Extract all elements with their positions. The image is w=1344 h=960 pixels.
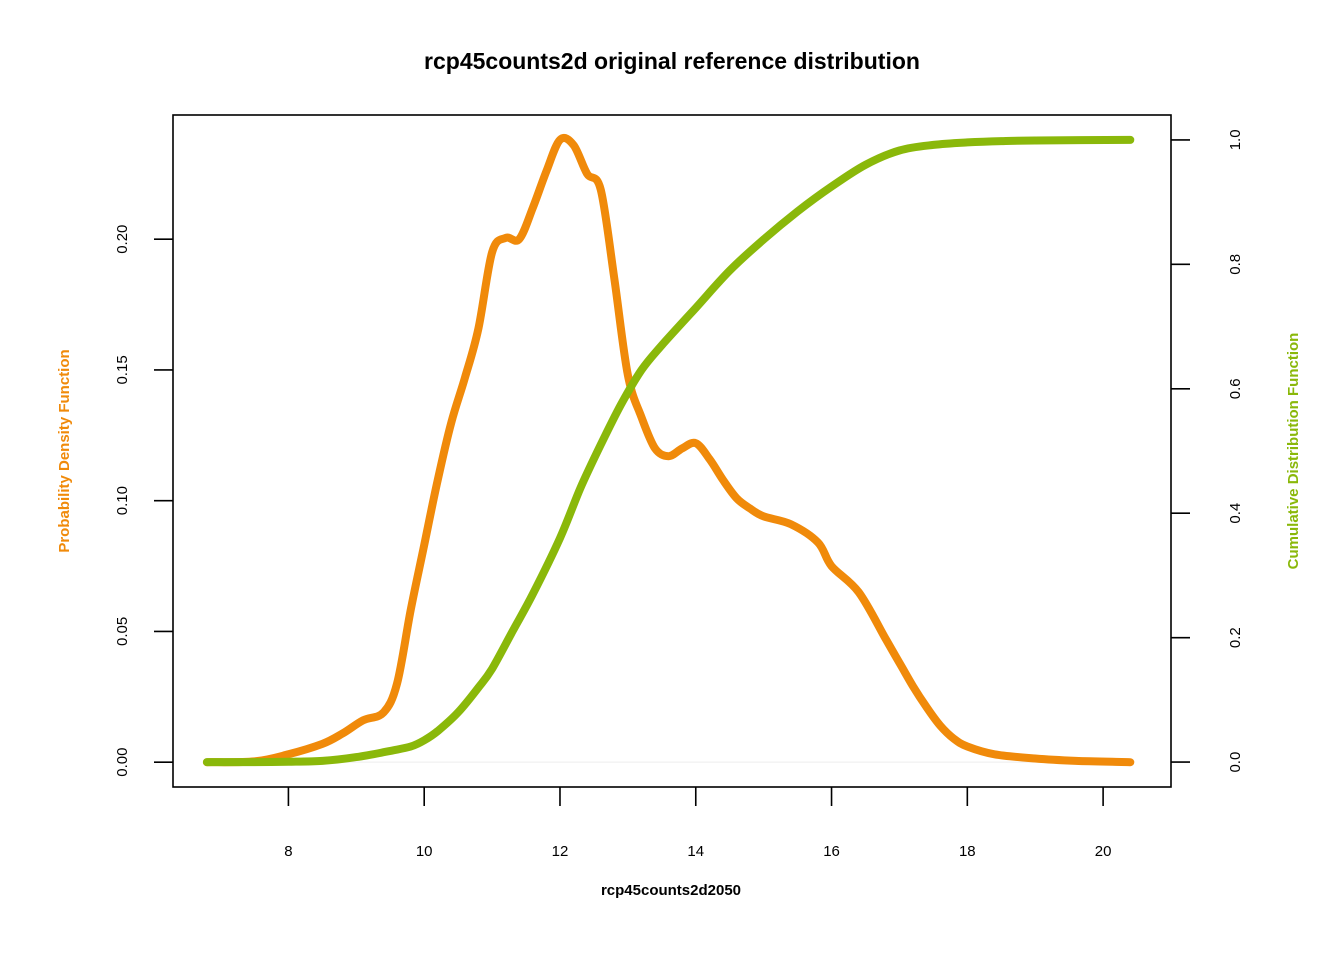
x-tick-label: 12 xyxy=(552,843,569,860)
y-right-tick-label: 0.4 xyxy=(1227,503,1244,524)
y-left-tick-label: 0.05 xyxy=(114,617,131,646)
series-group xyxy=(202,134,1135,767)
y-left-tick-label: 0.00 xyxy=(114,748,131,777)
y-right-tick-label: 0.0 xyxy=(1227,752,1244,773)
y-axis-right-ticks: 0.0 0.2 0.4 0.6 0.8 1.0 xyxy=(1171,129,1244,773)
x-tick-label: 16 xyxy=(823,843,840,860)
x-tick-label: 14 xyxy=(687,843,704,860)
x-tick-label: 20 xyxy=(1095,843,1112,860)
y-right-tick-label: 0.2 xyxy=(1227,627,1244,648)
x-tick-label: 8 xyxy=(284,843,292,860)
y-left-tick-label: 0.15 xyxy=(114,355,131,384)
y-right-tick-label: 0.8 xyxy=(1227,254,1244,275)
x-axis-ticks: 8 10 12 14 16 18 20 xyxy=(284,787,1111,860)
chart-title: rcp45counts2d original reference distrib… xyxy=(424,48,920,74)
plot-frame xyxy=(172,114,1172,788)
x-tick-label: 10 xyxy=(416,843,433,860)
y-axis-left-label: Probability Density Function xyxy=(56,349,73,552)
y-axis-right-label: Cumulative Distribution Function xyxy=(1285,333,1302,570)
y-right-tick-label: 0.6 xyxy=(1227,378,1244,399)
y-axis-left-ticks: 0.00 0.05 0.10 0.15 0.20 xyxy=(114,225,173,777)
cdf-series-line xyxy=(202,135,1135,767)
y-left-tick-label: 0.20 xyxy=(114,225,131,254)
pdf-series-line xyxy=(202,134,1135,767)
x-tick-label: 18 xyxy=(959,843,976,860)
y-left-tick-label: 0.10 xyxy=(114,486,131,515)
y-right-tick-label: 1.0 xyxy=(1227,129,1244,150)
x-axis-label: rcp45counts2d2050 xyxy=(601,882,741,899)
